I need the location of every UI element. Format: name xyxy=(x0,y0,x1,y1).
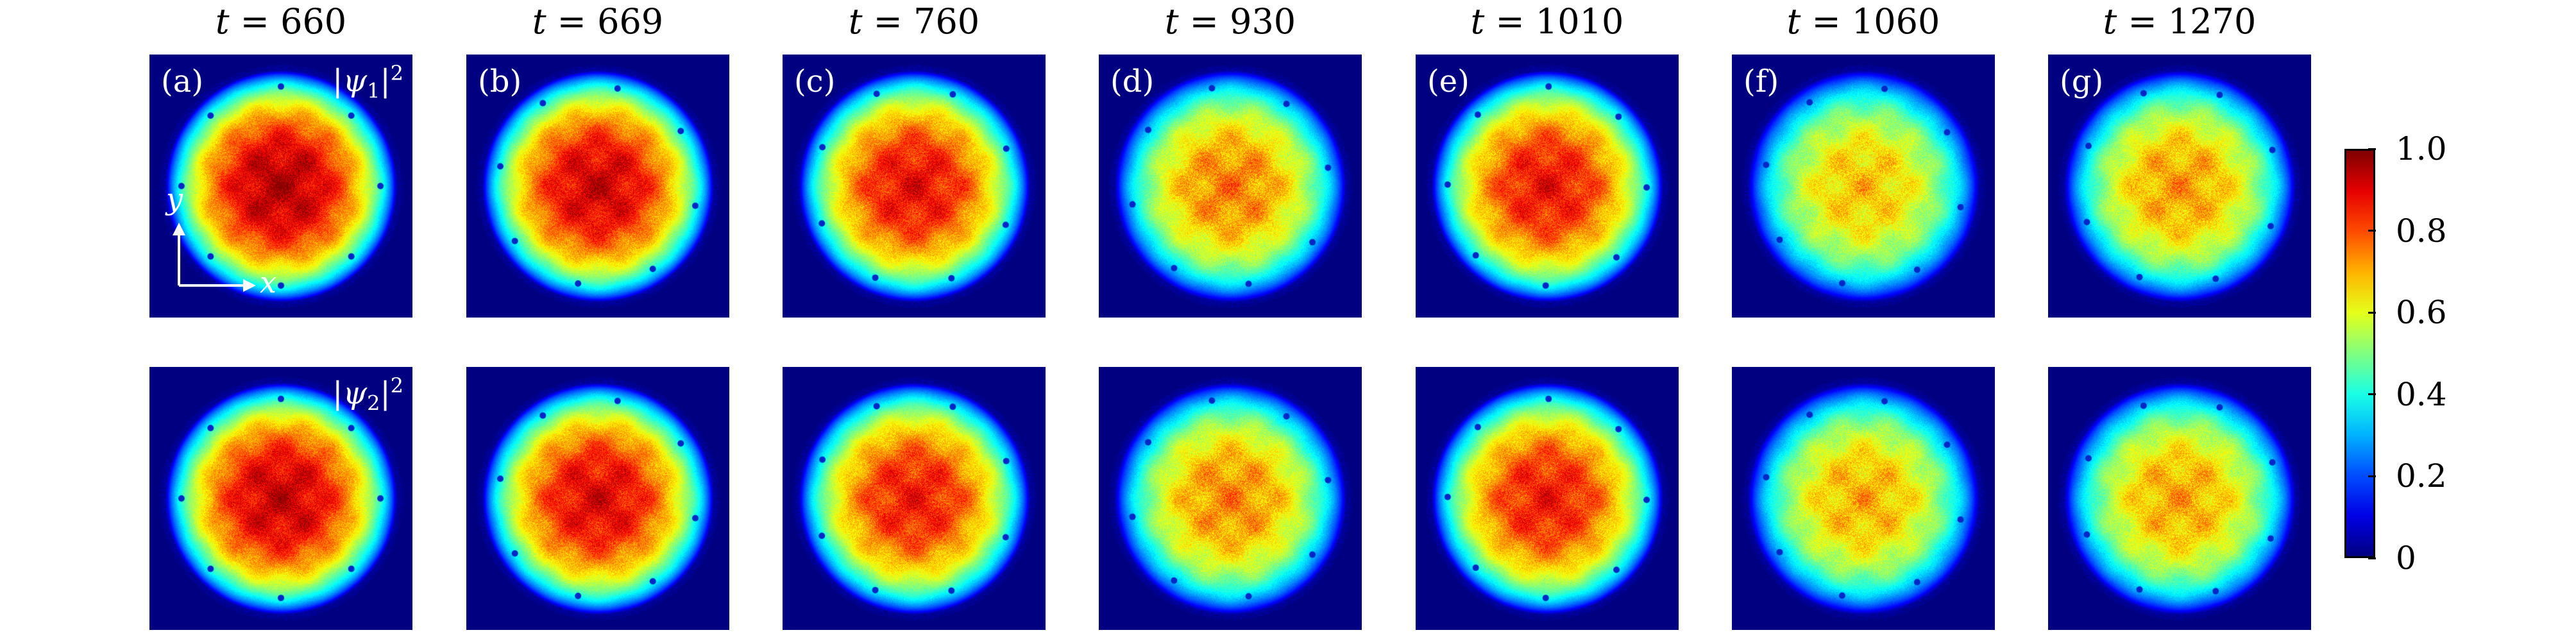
time-prefix: t = xyxy=(1470,1,1536,42)
colorbar-tick-mark xyxy=(2368,557,2376,559)
colorbar-tick-label: 0.8 xyxy=(2396,212,2447,250)
density-map xyxy=(783,367,1046,630)
heatmap-panel: (b) xyxy=(466,55,729,318)
time-prefix: t = xyxy=(848,1,914,42)
heatmap-panel xyxy=(1732,367,1995,630)
time-label: t = 1010 xyxy=(1412,1,1682,42)
heatmap-panel: (d) xyxy=(1099,55,1362,318)
heatmap-panel: (a) |ψ1|2 y x xyxy=(149,55,412,318)
density-map xyxy=(1099,55,1362,318)
density-map xyxy=(2048,55,2311,318)
time-value: 669 xyxy=(597,1,664,42)
time-value: 930 xyxy=(1230,1,1296,42)
time-value: 1010 xyxy=(1535,1,1624,42)
time-label: t = 930 xyxy=(1096,1,1365,42)
density-map xyxy=(2048,367,2311,630)
colorbar-tick-label: 0.4 xyxy=(2396,375,2447,413)
colorbar-tick-mark xyxy=(2368,230,2376,232)
heatmap-panel: (g) xyxy=(2048,55,2311,318)
time-value: 1060 xyxy=(1851,1,1940,42)
density-map xyxy=(466,55,729,318)
time-label: t = 660 xyxy=(146,1,416,42)
colorbar-tick-label: 1.0 xyxy=(2396,130,2447,167)
heatmap-panel xyxy=(1099,367,1362,630)
time-prefix: t = xyxy=(532,1,598,42)
panel-label: (e) xyxy=(1427,64,1470,99)
time-label: t = 1270 xyxy=(2045,1,2314,42)
time-value: 1270 xyxy=(2167,1,2257,42)
time-label: t = 1060 xyxy=(1729,1,1998,42)
density-map xyxy=(149,55,412,318)
colorbar xyxy=(2344,149,2375,558)
time-prefix: t = xyxy=(1164,1,1230,42)
heatmap-panel xyxy=(783,367,1046,630)
heatmap-panel: (e) xyxy=(1416,55,1679,318)
time-prefix: t = xyxy=(215,1,281,42)
density-map xyxy=(783,55,1046,318)
panel-label: (a) xyxy=(161,64,204,99)
density-map xyxy=(466,367,729,630)
colorbar-tick-mark xyxy=(2368,393,2376,396)
panel-label: (d) xyxy=(1110,64,1155,99)
density-map xyxy=(1416,55,1679,318)
heatmap-panel xyxy=(1416,367,1679,630)
panel-label: (g) xyxy=(2060,64,2104,99)
time-prefix: t = xyxy=(2103,1,2168,42)
density-map xyxy=(1732,367,1995,630)
colorbar-tick-mark xyxy=(2368,475,2376,477)
colorbar-tick-mark xyxy=(2368,311,2376,314)
wavefunction-label: |ψ2|2 xyxy=(332,373,403,416)
density-map xyxy=(149,367,412,630)
density-map xyxy=(1416,367,1679,630)
heatmap-panel: (c) xyxy=(783,55,1046,318)
colorbar-tick-label: 0 xyxy=(2396,539,2416,577)
wavefunction-label: |ψ1|2 xyxy=(332,61,403,103)
panel-label: (c) xyxy=(794,64,836,99)
time-value: 660 xyxy=(280,1,347,42)
time-label: t = 669 xyxy=(463,1,733,42)
density-map xyxy=(1732,55,1995,318)
heatmap-panel: |ψ2|2 xyxy=(149,367,412,630)
time-value: 760 xyxy=(913,1,980,42)
time-label: t = 760 xyxy=(779,1,1049,42)
time-prefix: t = xyxy=(1786,1,1852,42)
heatmap-panel xyxy=(2048,367,2311,630)
x-axis-label: x xyxy=(260,265,276,300)
heatmap-panel: (f) xyxy=(1732,55,1995,318)
colorbar-tick-label: 0.2 xyxy=(2396,457,2447,495)
panel-label: (f) xyxy=(1743,64,1779,99)
y-axis-label: y xyxy=(166,182,183,216)
colorbar-tick-mark xyxy=(2368,148,2376,150)
density-map xyxy=(1099,367,1362,630)
heatmap-panel xyxy=(466,367,729,630)
panel-label: (b) xyxy=(478,64,522,99)
colorbar-tick-label: 0.6 xyxy=(2396,294,2447,332)
